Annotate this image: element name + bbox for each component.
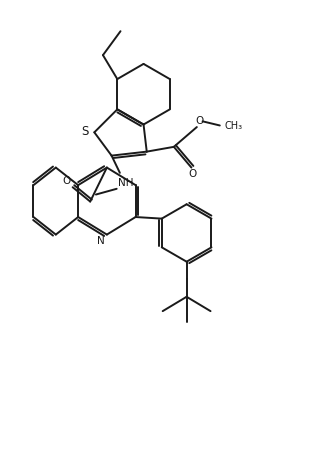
Text: CH₃: CH₃ — [224, 121, 242, 131]
Text: O: O — [189, 169, 197, 179]
Text: NH: NH — [117, 177, 133, 187]
Text: O: O — [195, 116, 204, 126]
Text: O: O — [63, 176, 71, 186]
Text: N: N — [97, 236, 105, 246]
Text: S: S — [82, 125, 89, 138]
